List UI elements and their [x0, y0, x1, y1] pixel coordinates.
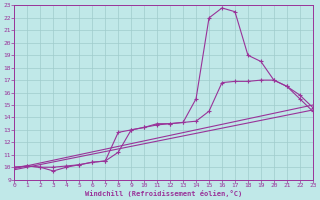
- X-axis label: Windchill (Refroidissement éolien,°C): Windchill (Refroidissement éolien,°C): [85, 190, 242, 197]
